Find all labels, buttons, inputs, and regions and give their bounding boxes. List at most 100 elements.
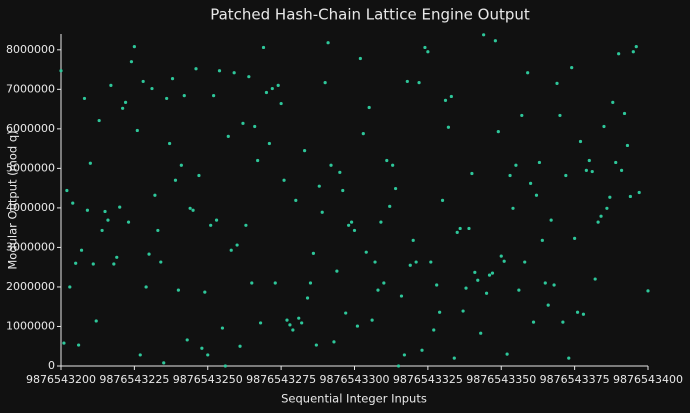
point	[596, 220, 600, 224]
point	[291, 328, 295, 332]
point	[223, 364, 227, 368]
point	[226, 134, 230, 138]
point	[176, 288, 180, 292]
point	[288, 323, 292, 327]
point	[314, 343, 318, 347]
point	[212, 94, 216, 98]
point	[94, 319, 98, 323]
point	[349, 220, 354, 224]
point	[414, 260, 418, 264]
point	[167, 141, 172, 146]
point	[77, 343, 81, 347]
point	[138, 353, 142, 357]
point	[555, 81, 559, 86]
point	[71, 201, 75, 205]
point	[123, 100, 128, 104]
point	[526, 71, 530, 75]
point	[367, 105, 371, 110]
point	[338, 170, 342, 174]
chart-title: Patched Hash-Chain Lattice Engine Output	[210, 6, 530, 24]
x-tick-label: 9876543325	[393, 373, 463, 386]
point	[608, 195, 612, 199]
point	[458, 226, 462, 231]
point	[165, 96, 169, 101]
point	[270, 86, 274, 91]
point	[511, 206, 515, 210]
point	[317, 184, 321, 188]
point	[65, 188, 69, 193]
point	[100, 228, 104, 233]
point	[505, 352, 509, 356]
point	[581, 312, 586, 316]
point	[470, 171, 474, 176]
point	[593, 277, 597, 281]
point	[62, 341, 66, 345]
point	[115, 255, 119, 259]
x-tick-label: 9876543375	[540, 373, 610, 386]
point	[188, 206, 192, 210]
x-tick-label: 9876543275	[246, 373, 316, 386]
point	[229, 248, 233, 252]
point	[578, 139, 583, 144]
point	[311, 251, 316, 255]
point	[191, 208, 195, 212]
point	[329, 163, 333, 167]
point	[112, 262, 116, 266]
point	[393, 186, 398, 191]
point	[614, 160, 618, 165]
point	[464, 286, 468, 290]
point	[484, 291, 489, 295]
point	[408, 263, 412, 267]
point	[446, 125, 451, 129]
point	[103, 209, 107, 214]
point	[59, 69, 63, 73]
point	[214, 218, 219, 222]
y-tick-label: 3000000	[6, 240, 55, 253]
point	[399, 294, 404, 298]
point	[235, 243, 239, 247]
point	[587, 158, 591, 163]
point	[461, 309, 465, 313]
point	[326, 41, 330, 45]
point	[323, 81, 327, 85]
point	[285, 318, 289, 322]
point	[241, 121, 245, 125]
point	[358, 56, 362, 61]
point	[467, 226, 471, 231]
point	[487, 273, 492, 277]
point	[203, 290, 207, 294]
point	[388, 204, 392, 208]
point	[68, 285, 72, 289]
point	[531, 320, 536, 324]
point	[479, 331, 483, 335]
point	[250, 281, 254, 285]
point	[185, 338, 189, 342]
point	[552, 283, 556, 287]
point	[449, 94, 453, 99]
point	[141, 79, 145, 84]
point	[179, 163, 183, 167]
point	[440, 198, 445, 202]
point	[294, 198, 298, 202]
x-tick-label: 9876543400	[613, 373, 683, 386]
point	[267, 141, 271, 146]
point	[156, 228, 160, 233]
point	[361, 132, 365, 136]
point	[162, 361, 166, 365]
point	[599, 214, 603, 218]
point	[379, 220, 383, 224]
point	[417, 81, 421, 85]
point	[499, 254, 503, 258]
point	[476, 278, 480, 282]
point	[432, 328, 436, 332]
point	[564, 173, 568, 178]
point	[426, 50, 430, 54]
point	[502, 259, 506, 263]
point	[435, 283, 439, 287]
point	[517, 288, 521, 292]
point	[91, 262, 95, 266]
point	[561, 320, 565, 324]
point	[97, 118, 101, 123]
